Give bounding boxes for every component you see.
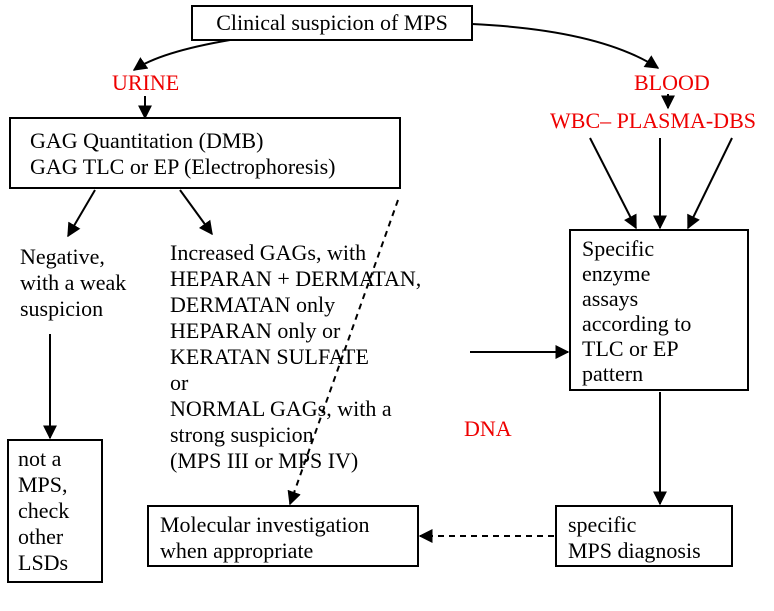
dna-label: DNA xyxy=(464,416,512,441)
molecular-line2: when appropriate xyxy=(160,538,313,563)
arrow-wbc_to_enz_1 xyxy=(590,138,636,228)
increased-line: Increased GAGs, with xyxy=(170,240,366,265)
enzyme-line: enzyme xyxy=(582,261,650,286)
gag-line1: GAG Quantitation (DMB) xyxy=(30,128,263,153)
enzyme-line: Specific xyxy=(582,236,654,261)
increased-line: KERATAN SULFATE xyxy=(170,344,369,369)
negative-line1: Negative, xyxy=(20,244,105,269)
wbc-label: WBC– PLASMA-DBS xyxy=(550,108,756,133)
enzyme-line: pattern xyxy=(582,361,643,386)
molecular-line1: Molecular investigation xyxy=(160,512,370,537)
specific-line1: specific xyxy=(568,512,637,537)
arrow-wbc_to_enz_3 xyxy=(688,138,732,228)
specific-line2: MPS diagnosis xyxy=(568,538,701,563)
not-mps-line: check xyxy=(18,498,69,523)
not-mps-line: LSDs xyxy=(18,550,68,575)
urine-label: URINE xyxy=(112,70,179,95)
increased-block: Increased GAGs, withHEPARAN + DERMATAN,D… xyxy=(170,240,421,473)
arrow-gag_to_inc xyxy=(180,190,212,234)
title-text: Clinical suspicion of MPS xyxy=(216,10,448,35)
negative-line3: suspicion xyxy=(20,296,103,321)
not-mps-line: MPS, xyxy=(18,472,68,497)
not-mps-line: other xyxy=(18,524,64,549)
enzyme-line: according to xyxy=(582,311,691,336)
increased-line: HEPARAN + DERMATAN, xyxy=(170,266,421,291)
increased-line: or xyxy=(170,370,189,395)
negative-line2: with a weak xyxy=(20,270,126,295)
increased-line: strong suspicion xyxy=(170,422,314,447)
increased-line: HEPARAN only or xyxy=(170,318,341,343)
blood-label: BLOOD xyxy=(634,70,710,95)
increased-line: NORMAL GAGs, with a xyxy=(170,396,392,421)
negative-block: Negative, with a weak suspicion xyxy=(20,244,126,321)
enzyme-line: assays xyxy=(582,286,638,311)
arrow-gag_to_neg xyxy=(68,190,95,236)
enzyme-line: TLC or EP xyxy=(582,336,679,361)
arrow-title_to_blood xyxy=(472,24,658,68)
gag-line2: GAG TLC or EP (Electrophoresis) xyxy=(30,154,336,179)
arrow-title_to_urine xyxy=(134,40,230,70)
not-mps-line: not a xyxy=(18,446,62,471)
increased-line: DERMATAN only xyxy=(170,292,335,317)
increased-line: (MPS III or MPS IV) xyxy=(170,448,358,473)
